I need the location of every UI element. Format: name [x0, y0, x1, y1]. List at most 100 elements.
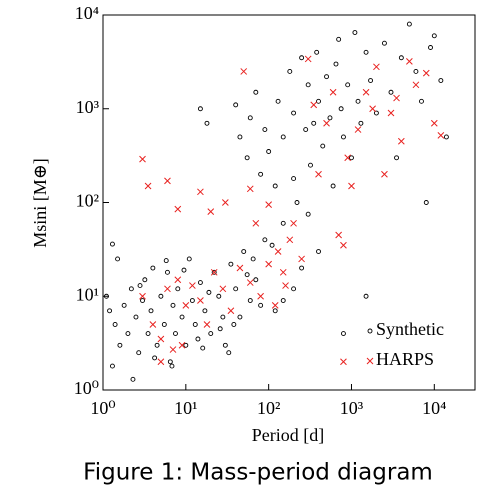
point — [226, 350, 232, 356]
point — [227, 307, 235, 315]
x-tick-label: 10³ — [340, 398, 364, 418]
point — [150, 265, 156, 271]
point — [220, 314, 226, 320]
point — [148, 308, 154, 314]
point — [286, 236, 294, 244]
y-axis-label: Msini [M⊕] — [30, 158, 50, 248]
point — [136, 350, 142, 356]
point — [310, 101, 318, 109]
point — [222, 342, 228, 348]
point — [340, 241, 347, 249]
point — [142, 277, 148, 283]
y-tick-label: 10⁰ — [74, 378, 99, 398]
point — [241, 249, 247, 254]
point — [287, 68, 293, 74]
legend-label: Synthetic — [376, 319, 444, 339]
point — [303, 127, 309, 132]
point — [246, 279, 254, 286]
x-tick-label: 10² — [257, 398, 280, 418]
point — [252, 219, 260, 227]
point — [419, 98, 424, 104]
point — [182, 301, 190, 309]
point — [211, 269, 217, 275]
point — [258, 302, 264, 308]
point — [316, 249, 321, 254]
point — [253, 277, 259, 283]
point — [161, 322, 167, 327]
point — [299, 55, 305, 61]
point — [157, 358, 165, 366]
point — [323, 119, 330, 127]
point — [140, 298, 145, 303]
point — [169, 346, 177, 353]
point — [240, 68, 248, 75]
point — [202, 308, 208, 314]
point — [250, 256, 256, 262]
point — [170, 302, 176, 308]
point — [204, 120, 210, 126]
point — [329, 88, 337, 96]
point — [443, 134, 449, 140]
point — [117, 342, 123, 348]
point — [291, 176, 297, 182]
point — [316, 98, 321, 104]
point — [354, 126, 362, 133]
point — [327, 115, 333, 121]
point — [112, 322, 118, 327]
point — [373, 63, 380, 71]
y-tick-label: 10⁴ — [75, 3, 99, 23]
point — [437, 132, 445, 139]
point — [398, 55, 404, 61]
point — [422, 69, 430, 77]
point — [291, 110, 297, 116]
point — [216, 293, 222, 299]
point — [341, 134, 346, 140]
point — [362, 88, 370, 96]
point — [169, 363, 175, 369]
point — [381, 40, 387, 46]
point — [393, 94, 400, 102]
point — [183, 342, 189, 348]
point — [125, 331, 131, 337]
point — [344, 154, 352, 162]
point — [280, 298, 286, 303]
point — [178, 341, 186, 349]
point — [164, 285, 171, 293]
point — [210, 268, 218, 276]
point — [406, 58, 413, 65]
point — [244, 272, 250, 278]
point — [164, 177, 171, 185]
point — [217, 326, 223, 332]
point — [200, 345, 206, 351]
point — [266, 149, 272, 154]
point — [358, 120, 364, 126]
point — [387, 109, 395, 117]
point — [115, 256, 121, 262]
point — [163, 258, 169, 264]
point — [262, 127, 268, 132]
point — [128, 286, 134, 292]
x-tick-label: 10¹ — [174, 398, 197, 418]
point — [315, 170, 322, 178]
point — [338, 106, 344, 112]
legend-label: HARPS — [376, 349, 434, 369]
point — [349, 155, 354, 161]
point — [247, 298, 253, 303]
point — [269, 242, 275, 248]
point — [231, 322, 237, 327]
point — [280, 220, 286, 226]
point — [368, 78, 374, 83]
point — [428, 45, 433, 50]
point — [279, 268, 287, 276]
point — [431, 33, 437, 39]
point — [275, 98, 281, 104]
point — [394, 155, 399, 161]
point — [207, 208, 215, 215]
point — [290, 219, 297, 227]
point — [237, 134, 243, 140]
x-tick-label: 10⁴ — [422, 398, 446, 418]
point — [189, 282, 196, 289]
point — [413, 68, 419, 74]
point — [381, 170, 388, 178]
point — [265, 260, 273, 268]
